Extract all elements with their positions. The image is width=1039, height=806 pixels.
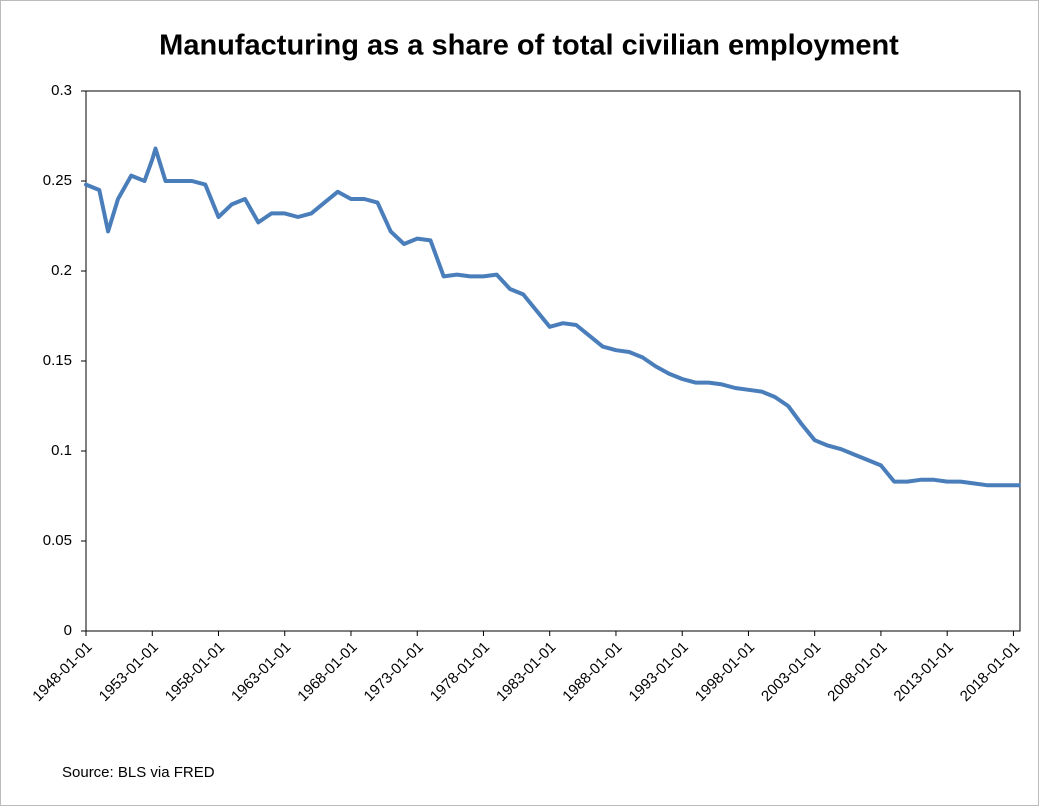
chart-title: Manufacturing as a share of total civili…	[159, 30, 899, 62]
data-line	[84, 146, 1021, 488]
plot-frame	[85, 90, 1021, 632]
source-note: Source: BLS via FRED	[62, 764, 215, 781]
y-tick-label: 0.3	[51, 82, 72, 99]
y-tick-label: 0.25	[43, 172, 72, 189]
y-tick-label: 0.1	[51, 442, 72, 459]
y-tick-label: 0.15	[43, 352, 72, 369]
y-tick-label: 0.2	[51, 262, 72, 279]
y-tick-label: 0.05	[43, 532, 72, 549]
y-tick-label: 0	[64, 622, 72, 639]
